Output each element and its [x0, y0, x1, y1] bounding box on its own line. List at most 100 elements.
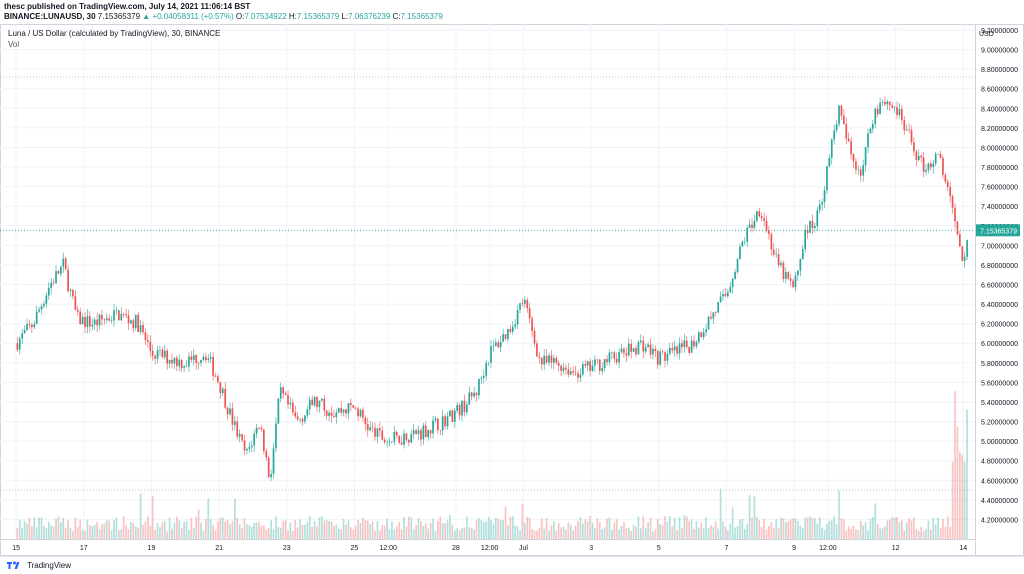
- volume-bar: [202, 530, 205, 539]
- x-tick-label: 23: [283, 545, 291, 552]
- volume-bar: [200, 522, 202, 539]
- candle-body: [122, 313, 125, 315]
- y-tick-label: 4.40000000: [981, 498, 1018, 505]
- candle-body: [659, 351, 662, 365]
- volume-bar: [963, 462, 966, 539]
- volume-bar: [412, 529, 415, 539]
- candle-body: [789, 278, 792, 281]
- candle-body: [768, 230, 770, 235]
- candle-body: [101, 314, 103, 320]
- price-chart[interactable]: 9.20000000 9.00000000 8.80000000 8.60000000…: [0, 24, 1024, 556]
- candle-body: [531, 318, 533, 331]
- x-axis[interactable]: 15 17 19 21 23 25 12:00 28 12:00 Jul 3 5 7 9 12:00 12 14: [12, 545, 967, 552]
- volume-bar: [598, 522, 601, 539]
- volume-bar: [267, 528, 270, 539]
- candle-body: [120, 313, 123, 321]
- volume-bar: [618, 529, 620, 539]
- candle-body: [497, 342, 500, 348]
- volume-bar: [596, 518, 599, 539]
- candle-body: [417, 430, 420, 434]
- volume-bar: [410, 517, 413, 539]
- volume-bar: [188, 529, 190, 539]
- volume-bar: [644, 528, 647, 539]
- candle-body: [540, 357, 543, 365]
- candle-body: [371, 427, 374, 428]
- candle-body: [705, 329, 707, 333]
- symbol-line: BINANCE:LUNAUSD, 30 7.15365379 ▲ +0.0405…: [4, 12, 443, 21]
- volume-bar: [340, 529, 343, 539]
- candle-body: [456, 404, 459, 411]
- volume-bar: [717, 528, 720, 539]
- volume-bar: [168, 517, 171, 539]
- candle-body: [785, 272, 787, 279]
- last-price-tag-bg: [976, 224, 1020, 237]
- candle-body: [949, 187, 952, 197]
- candle-body: [823, 190, 826, 202]
- volume-bar: [272, 529, 275, 539]
- candle-body: [234, 421, 236, 425]
- volume-bar: [528, 518, 531, 539]
- volume-bar: [333, 526, 335, 539]
- candle-body: [954, 207, 956, 222]
- volume-bar: [38, 517, 40, 539]
- candle-body: [966, 240, 968, 257]
- volume-bar: [905, 522, 908, 539]
- candle-body: [514, 324, 517, 327]
- volume-bar: [724, 526, 727, 539]
- volume-bar: [451, 524, 454, 539]
- candle-body: [453, 410, 456, 422]
- candle-body: [917, 155, 920, 161]
- volume-bar: [850, 528, 852, 539]
- candle-body: [727, 292, 729, 297]
- volume-bar: [719, 488, 722, 539]
- candle-body: [572, 371, 575, 373]
- volume-bar: [673, 517, 676, 539]
- volume-bar: [893, 517, 896, 539]
- candle-body: [60, 266, 62, 274]
- candle-body: [31, 324, 33, 328]
- volume-bar: [301, 524, 304, 539]
- volume-bar: [207, 498, 210, 539]
- volume-bar: [961, 455, 964, 539]
- candle-body: [316, 397, 318, 408]
- volume-bar: [487, 517, 490, 539]
- volume-bar: [951, 461, 954, 539]
- volume-bar: [799, 525, 802, 539]
- candle-body: [519, 303, 521, 310]
- volume-bar: [756, 516, 758, 539]
- candle-body: [915, 151, 918, 161]
- volume-bar: [381, 525, 384, 539]
- candle-body: [743, 241, 746, 243]
- candle-body: [700, 332, 703, 338]
- candle-body: [685, 340, 688, 347]
- candle-body: [420, 430, 422, 440]
- volume-bar: [120, 529, 123, 539]
- candle-body: [741, 241, 744, 247]
- volume-bar: [304, 524, 306, 539]
- candle-body: [359, 410, 362, 417]
- volume-bar: [16, 528, 19, 539]
- candle-body: [357, 408, 359, 417]
- low-value: 7.06376239: [348, 12, 391, 21]
- volume-bar: [741, 519, 744, 539]
- candle-body: [21, 333, 24, 339]
- volume-bar: [524, 523, 526, 539]
- volume-bar: [942, 518, 944, 539]
- volume-bar: [606, 518, 608, 539]
- volume-bar: [949, 527, 952, 539]
- candle-body: [168, 359, 171, 364]
- candle-body: [567, 369, 570, 375]
- x-tick-label: 12: [892, 545, 900, 552]
- candle-body: [270, 473, 272, 478]
- footer-brand[interactable]: TradingView: [27, 561, 72, 570]
- tradingview-logo-icon[interactable]: [6, 560, 24, 570]
- y-tick-label: 8.00000000: [981, 145, 1018, 152]
- volume-bar: [777, 528, 780, 539]
- volume-bar: [248, 525, 251, 539]
- volume-bar: [891, 517, 894, 539]
- candle-body: [647, 344, 649, 348]
- y-axis[interactable]: 9.20000000 9.00000000 8.80000000 8.60000000…: [981, 28, 1018, 524]
- volume-bar: [896, 516, 898, 539]
- candle-body: [427, 430, 430, 438]
- candle-body: [591, 365, 594, 371]
